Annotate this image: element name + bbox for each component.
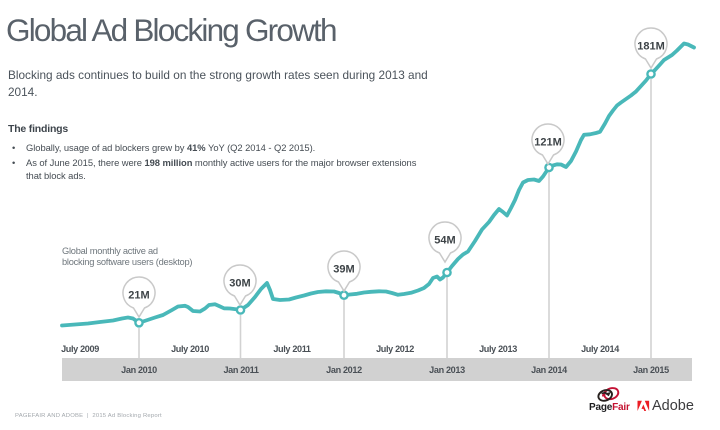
svg-text:July 2009: July 2009 bbox=[61, 344, 99, 354]
svg-text:Jan 2013: Jan 2013 bbox=[429, 365, 465, 375]
svg-text:Jan 2012: Jan 2012 bbox=[326, 365, 362, 375]
svg-text:Jan 2015: Jan 2015 bbox=[633, 365, 669, 375]
svg-text:July 2014: July 2014 bbox=[581, 344, 620, 354]
svg-text:181M: 181M bbox=[637, 41, 665, 53]
svg-text:July 2010: July 2010 bbox=[171, 344, 209, 354]
svg-text:54M: 54M bbox=[434, 235, 455, 247]
svg-text:39M: 39M bbox=[333, 264, 354, 276]
svg-text:July 2012: July 2012 bbox=[376, 344, 414, 354]
svg-text:Jan 2010: Jan 2010 bbox=[121, 365, 157, 375]
svg-text:July 2011: July 2011 bbox=[273, 344, 311, 354]
svg-text:July 2013: July 2013 bbox=[479, 344, 517, 354]
svg-text:Jan 2011: Jan 2011 bbox=[223, 365, 258, 375]
svg-text:21M: 21M bbox=[128, 290, 149, 302]
svg-text:121M: 121M bbox=[534, 137, 562, 149]
svg-text:Jan 2014: Jan 2014 bbox=[531, 365, 568, 375]
svg-text:30M: 30M bbox=[229, 278, 250, 290]
